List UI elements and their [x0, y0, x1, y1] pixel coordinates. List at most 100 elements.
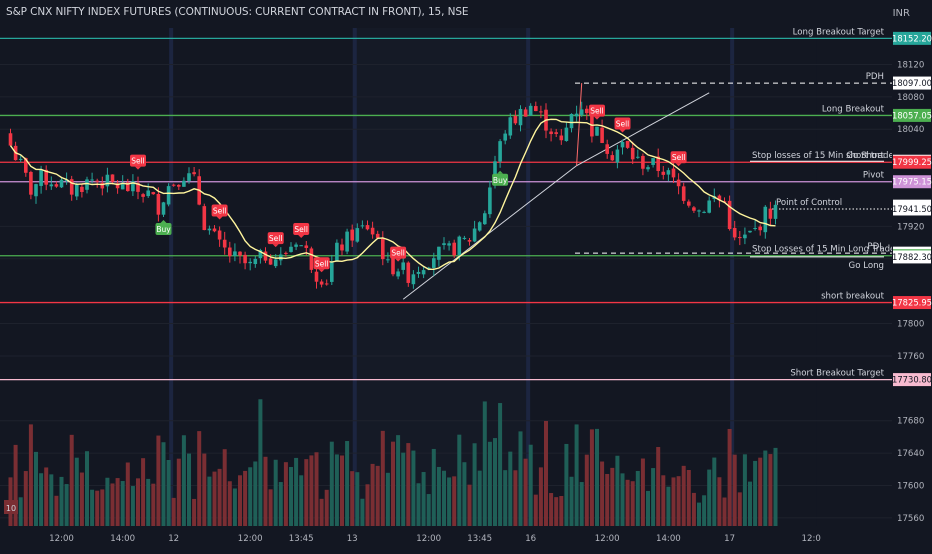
- volume-bar: [676, 476, 681, 526]
- volume-bar: [600, 461, 605, 526]
- volume-bar: [666, 486, 671, 526]
- candle-body: [559, 135, 564, 141]
- volume-bar: [227, 481, 232, 526]
- candle-body: [284, 252, 288, 254]
- volume-bar: [79, 472, 84, 526]
- volume-bar: [141, 458, 146, 526]
- candle-body: [29, 171, 33, 195]
- candle-body: [707, 200, 711, 213]
- buy-signal-pointer: [160, 219, 167, 223]
- candle-body: [228, 247, 232, 257]
- candle-body: [391, 257, 395, 275]
- volume-bar: [268, 489, 273, 526]
- price-badge-label: 18057.05: [892, 110, 932, 120]
- time-tick-label: 12:0: [802, 534, 821, 544]
- candle-body: [69, 179, 74, 195]
- volume-bar: [299, 475, 304, 526]
- price-badge-label: 17730.80: [892, 375, 932, 385]
- candle-body: [579, 109, 584, 115]
- candle-body: [243, 254, 247, 264]
- candle-body: [319, 281, 324, 285]
- volume-bar: [508, 451, 513, 526]
- volume-bar: [732, 454, 737, 526]
- level-label: Short Breakout Target: [790, 369, 884, 379]
- volume-bar: [283, 462, 288, 526]
- volume-badge-box: [4, 500, 18, 514]
- volume-bar: [54, 495, 59, 526]
- sell-signal: Sell: [616, 120, 630, 129]
- volume-bar: [64, 484, 69, 526]
- volume-bar: [482, 401, 487, 526]
- price-badge-label: 17825.95: [892, 298, 932, 308]
- trendline[interactable]: [402, 165, 577, 300]
- session-divider: [352, 28, 357, 526]
- candle-body: [120, 182, 125, 190]
- candle-body: [386, 259, 390, 261]
- volume-bar: [39, 473, 44, 526]
- price-badge: [893, 175, 931, 189]
- volume-bar: [238, 475, 242, 526]
- candle-body: [595, 126, 599, 136]
- price-tick-label: 18080: [897, 93, 924, 103]
- candle-body: [85, 179, 89, 190]
- volume-bar: [365, 484, 370, 526]
- volume-bar: [748, 481, 752, 526]
- candle-body: [569, 113, 574, 129]
- candle-body: [258, 250, 263, 259]
- sell-signal: Sell: [672, 153, 686, 162]
- volume-bar: [477, 470, 482, 526]
- volume-bar: [651, 468, 656, 526]
- price-tick-label: 17600: [897, 482, 924, 492]
- candle-body: [248, 261, 252, 264]
- candle-body: [268, 258, 273, 265]
- volume-bar: [544, 420, 548, 526]
- candle-body: [131, 181, 135, 192]
- volume-bar: [467, 484, 472, 526]
- price-badge-label: 17882.30: [892, 252, 932, 262]
- candle-body: [217, 230, 222, 240]
- sell-signal-pointer: [298, 235, 305, 239]
- candle-body: [273, 259, 278, 267]
- sell-signal: Sell: [391, 249, 405, 258]
- volume-bar: [136, 478, 140, 526]
- overlay-label: Go Short: [846, 151, 884, 161]
- price-badge-label: 18152.20: [892, 33, 932, 43]
- volume-bar: [442, 470, 446, 526]
- volume-bar: [595, 428, 599, 526]
- candle-body: [375, 233, 380, 239]
- candle-body: [651, 158, 655, 165]
- candle-body: [355, 228, 360, 242]
- volume-bar: [640, 458, 645, 526]
- session-divider: [169, 28, 174, 526]
- volume-bar: [411, 450, 416, 526]
- candle-body: [44, 169, 48, 185]
- candle-body: [523, 109, 528, 117]
- volume-bar: [212, 471, 217, 526]
- session-band: [10, 28, 172, 526]
- volume-bar: [151, 483, 156, 526]
- candle-body: [636, 156, 640, 158]
- volume-bar: [95, 490, 100, 526]
- candle-body: [299, 245, 303, 247]
- overlay-label: Go Long: [849, 261, 884, 271]
- sell-signal-pointer: [272, 244, 279, 248]
- candle-body: [646, 167, 650, 170]
- candle-body: [697, 210, 701, 212]
- volume-bar: [773, 447, 778, 526]
- candle-body: [238, 251, 242, 256]
- candle-body: [340, 244, 344, 251]
- volume-bar: [630, 481, 635, 526]
- candle-body: [202, 206, 207, 231]
- time-tick-label: 13: [347, 534, 358, 544]
- candle-body: [539, 111, 543, 113]
- candle-body: [406, 262, 411, 283]
- volume-bar: [671, 477, 676, 526]
- sell-signal-box: [589, 104, 605, 117]
- level-label: Long Breakout Target: [793, 27, 885, 37]
- trendline[interactable]: [576, 92, 710, 167]
- candle-body: [212, 228, 217, 232]
- volume-bar: [472, 443, 477, 526]
- sell-signal-pointer: [395, 258, 402, 262]
